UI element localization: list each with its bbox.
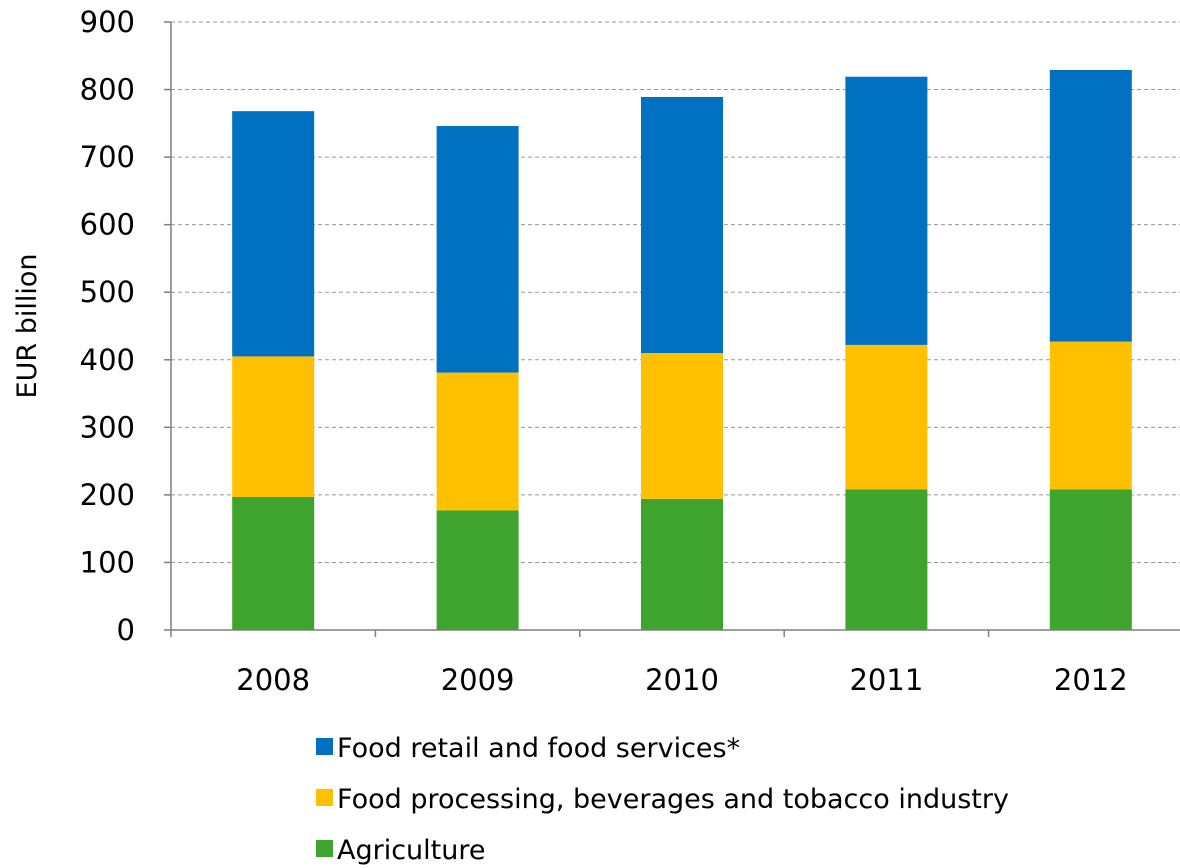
bars bbox=[232, 69, 1132, 630]
x-tick-label: 2009 bbox=[441, 663, 515, 697]
legend-label: Food processing, beverages and tobacco i… bbox=[337, 784, 1009, 815]
y-tick-label: 200 bbox=[80, 478, 135, 512]
legend: Food retail and food services* Food proce… bbox=[316, 733, 1009, 866]
y-tick-label: 500 bbox=[80, 275, 135, 309]
y-tick-label: 900 bbox=[80, 5, 135, 39]
x-tick-label: 2008 bbox=[236, 663, 310, 697]
bar-segment bbox=[232, 496, 315, 630]
y-tick-label: 600 bbox=[80, 208, 135, 242]
legend-swatch bbox=[316, 738, 333, 755]
y-axis-label: EUR billion bbox=[12, 254, 43, 399]
legend-swatch bbox=[316, 840, 333, 857]
y-tick-label: 0 bbox=[117, 613, 135, 647]
x-tick-label: 2011 bbox=[849, 663, 923, 697]
bar-segment bbox=[436, 126, 519, 373]
bar-segment bbox=[641, 498, 723, 630]
bar-segment bbox=[641, 96, 723, 354]
bar-segment bbox=[1049, 69, 1132, 342]
y-tick-label: 100 bbox=[80, 545, 135, 579]
legend-label: Food retail and food services* bbox=[337, 733, 740, 764]
y-tick-label: 800 bbox=[80, 73, 135, 107]
y-tick-label: 400 bbox=[80, 343, 135, 377]
bar-segment bbox=[641, 353, 723, 499]
legend-swatch bbox=[316, 789, 333, 806]
bar-segment bbox=[1049, 489, 1132, 630]
legend-label: Agriculture bbox=[337, 835, 486, 866]
x-tick-label: 2012 bbox=[1054, 663, 1128, 697]
axes: 0 100 200 300 400 500 600 700 800 900 2008 2009 2010… bbox=[80, 5, 1180, 697]
bar-segment bbox=[845, 344, 928, 490]
y-tick-label: 300 bbox=[80, 410, 135, 444]
x-tick-label: 2010 bbox=[645, 663, 719, 697]
bar-segment bbox=[845, 76, 928, 345]
bar-segment bbox=[845, 489, 928, 630]
bar-segment bbox=[436, 510, 519, 630]
bar-segment bbox=[232, 111, 315, 357]
bar-segment bbox=[1049, 341, 1132, 490]
y-tick-label: 700 bbox=[80, 140, 135, 174]
bar-segment bbox=[436, 372, 519, 511]
bar-segment bbox=[232, 356, 315, 497]
